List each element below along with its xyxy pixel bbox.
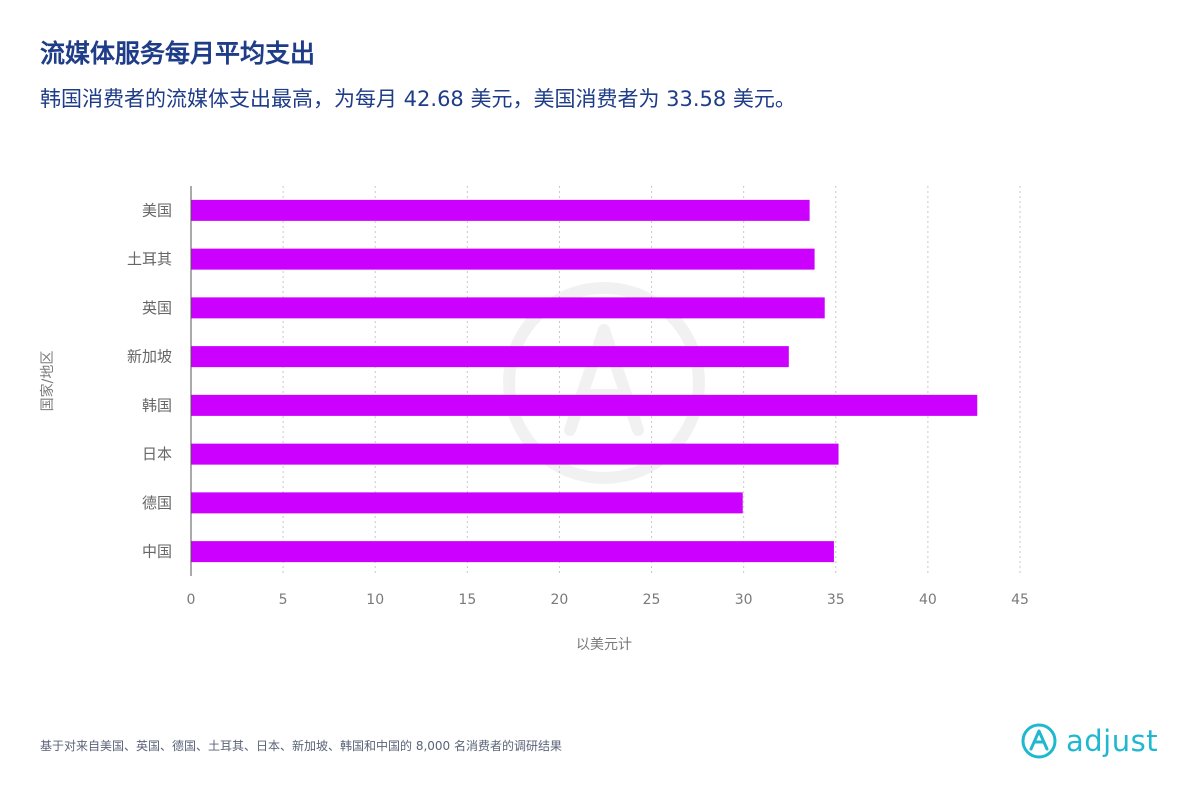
x-tick-label: 20 (551, 592, 569, 608)
bar (191, 492, 743, 514)
bar (191, 541, 834, 563)
x-tick-label: 10 (366, 592, 384, 608)
category-label: 中国 (142, 543, 172, 561)
bar (191, 394, 978, 416)
bars (191, 199, 978, 563)
category-label: 德国 (142, 494, 172, 512)
x-tick-label: 0 (187, 592, 196, 608)
adjust-logo-text: adjust (1066, 724, 1159, 758)
category-label: 美国 (142, 201, 172, 219)
category-label: 新加坡 (127, 348, 172, 366)
y-axis-label: 国家/地区 (39, 351, 56, 412)
x-tick-labels: 0 5 10 15 20 25 30 35 40 45 (187, 592, 1029, 608)
x-tick-label: 40 (919, 592, 937, 608)
chart-subtitle: 韩国消费者的流媒体支出最高，为每月 42.68 美元，美国消费者为 33.58 … (40, 87, 796, 111)
adjust-logo-icon (1021, 723, 1057, 759)
x-tick-label: 15 (458, 592, 476, 608)
x-tick-label: 25 (643, 592, 661, 608)
adjust-logo: adjust (1020, 722, 1158, 760)
bar (191, 199, 810, 221)
footnote: 基于对来自美国、英国、德国、土耳其、日本、新加坡、韩国和中国的 8,000 名消… (40, 739, 562, 753)
category-label: 日本 (142, 445, 172, 463)
x-tick-label: 30 (735, 592, 753, 608)
x-tick-label: 5 (279, 592, 288, 608)
x-axis-label: 以美元计 (576, 637, 632, 653)
bar (191, 248, 815, 270)
bar (191, 346, 789, 368)
chart-title: 流媒体服务每月平均支出 (40, 39, 316, 68)
bar (191, 443, 839, 465)
x-tick-label: 35 (827, 592, 845, 608)
category-label: 韩国 (142, 396, 172, 414)
x-tick-label: 45 (1011, 592, 1029, 608)
category-label: 土耳其 (127, 250, 172, 268)
bar (191, 297, 825, 319)
grid-lines (282, 186, 1021, 576)
category-label: 英国 (142, 299, 172, 317)
